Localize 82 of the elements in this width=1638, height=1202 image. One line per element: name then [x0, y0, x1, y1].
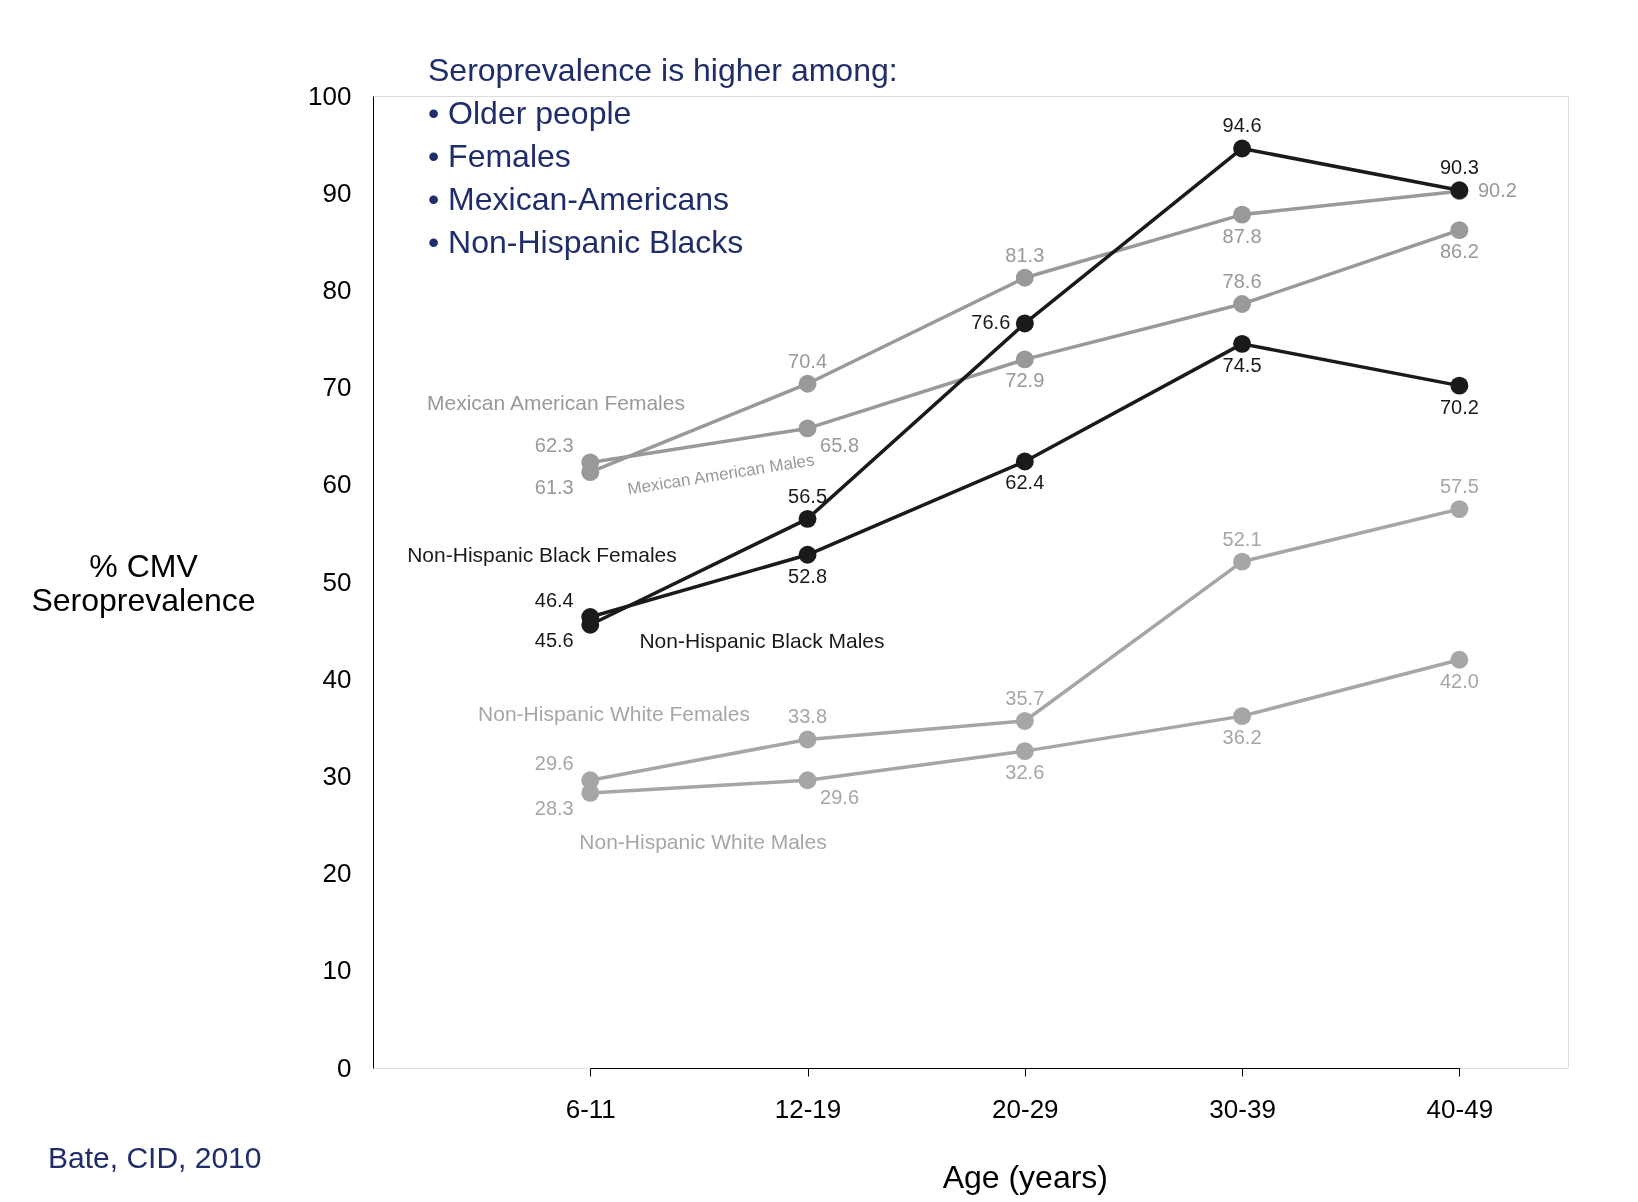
point [1015, 350, 1034, 369]
data-label: 74.5 [1222, 353, 1262, 376]
data-label: 56.5 [788, 484, 828, 507]
y-tick-label: 80 [322, 274, 352, 305]
point [1233, 295, 1252, 313]
data-label: 61.3 [534, 476, 574, 499]
annotation: • Females [428, 138, 571, 174]
series-label: Non-Hispanic Black Males [639, 629, 885, 652]
y-tick-label: 10 [322, 955, 352, 986]
x-tick-label: 40-49 [1426, 1093, 1494, 1124]
y-tick-label: 40 [322, 663, 352, 694]
y-tick-label: 60 [322, 469, 352, 500]
data-label: 32.6 [1005, 761, 1045, 784]
y-tick-label: 100 [308, 80, 352, 111]
data-label: 62.3 [534, 434, 574, 457]
data-label: 52.1 [1222, 527, 1262, 550]
series-label: Non-Hispanic White Males [579, 830, 827, 853]
data-label: 42.0 [1439, 669, 1479, 692]
y-axis-title: % CMV Seroprevalence [31, 547, 256, 618]
point [1450, 500, 1469, 519]
text: Seroprevalence is higher among: [428, 52, 898, 88]
data-label: 94.6 [1222, 114, 1262, 137]
point [1015, 742, 1034, 761]
data-label: 90.3 [1439, 156, 1479, 179]
point [1233, 334, 1252, 353]
data-label: 65.8 [820, 434, 860, 457]
x-tick-label: 6-11 [565, 1093, 616, 1124]
data-label: 62.4 [1005, 471, 1045, 494]
series-label: Mexican American Females [427, 391, 685, 414]
data-label: 90.2 [1477, 179, 1517, 202]
data-label: 86.2 [1439, 240, 1479, 263]
series-label: Non-Hispanic Black Females [407, 543, 677, 566]
point [798, 374, 817, 393]
point [1450, 650, 1469, 669]
point [1015, 268, 1034, 287]
y-tick-label: 50 [322, 566, 352, 597]
series-label: Non-Hispanic White Females [478, 702, 750, 725]
data-label: 70.4 [788, 349, 828, 372]
annotation: • Older people [428, 95, 632, 131]
data-label: 87.8 [1222, 224, 1262, 247]
point [1450, 376, 1469, 395]
annotation: • Non-Hispanic Blacks [428, 224, 744, 260]
x-tick-label: 20-29 [992, 1093, 1059, 1124]
y-tick-label: 30 [322, 760, 352, 791]
x-axis-title: Age (years) [942, 1158, 1109, 1195]
point [798, 419, 817, 438]
point [798, 771, 817, 790]
data-label: 78.6 [1222, 270, 1262, 293]
y-tick-label: 0 [337, 1052, 352, 1083]
point [1233, 552, 1252, 571]
point [1233, 139, 1252, 158]
point [798, 509, 817, 528]
point [581, 784, 600, 802]
data-label: 35.7 [1005, 687, 1045, 709]
data-label: 29.6 [820, 786, 860, 809]
data-label: 45.6 [534, 628, 574, 651]
point [798, 730, 817, 749]
x-tick-label: 30-39 [1209, 1093, 1276, 1124]
data-label: 52.8 [788, 564, 828, 587]
y-tick-label: 90 [322, 177, 352, 208]
data-label: 57.5 [1439, 475, 1479, 498]
point [1015, 712, 1034, 730]
data-label: 36.2 [1222, 726, 1262, 749]
data-label: 28.3 [534, 796, 574, 819]
point [1015, 314, 1034, 333]
data-label: 76.6 [971, 311, 1011, 334]
y-tick-label: 70 [322, 372, 352, 403]
text: Bate, CID, 2010 [48, 1141, 262, 1174]
data-label: 70.2 [1439, 395, 1479, 418]
point [1233, 205, 1252, 224]
data-label: 81.3 [1005, 243, 1045, 266]
data-label: 33.8 [788, 705, 828, 728]
data-label: 72.9 [1005, 369, 1045, 392]
annotation: • Mexican-Americans [428, 181, 730, 217]
point [1015, 452, 1034, 471]
point [1450, 221, 1469, 240]
y-tick-label: 20 [322, 858, 352, 889]
data-label: 46.4 [534, 588, 574, 611]
x-tick-label: 12-19 [774, 1093, 842, 1124]
point [1233, 707, 1252, 726]
point [798, 545, 817, 564]
data-label: 29.6 [534, 752, 574, 775]
